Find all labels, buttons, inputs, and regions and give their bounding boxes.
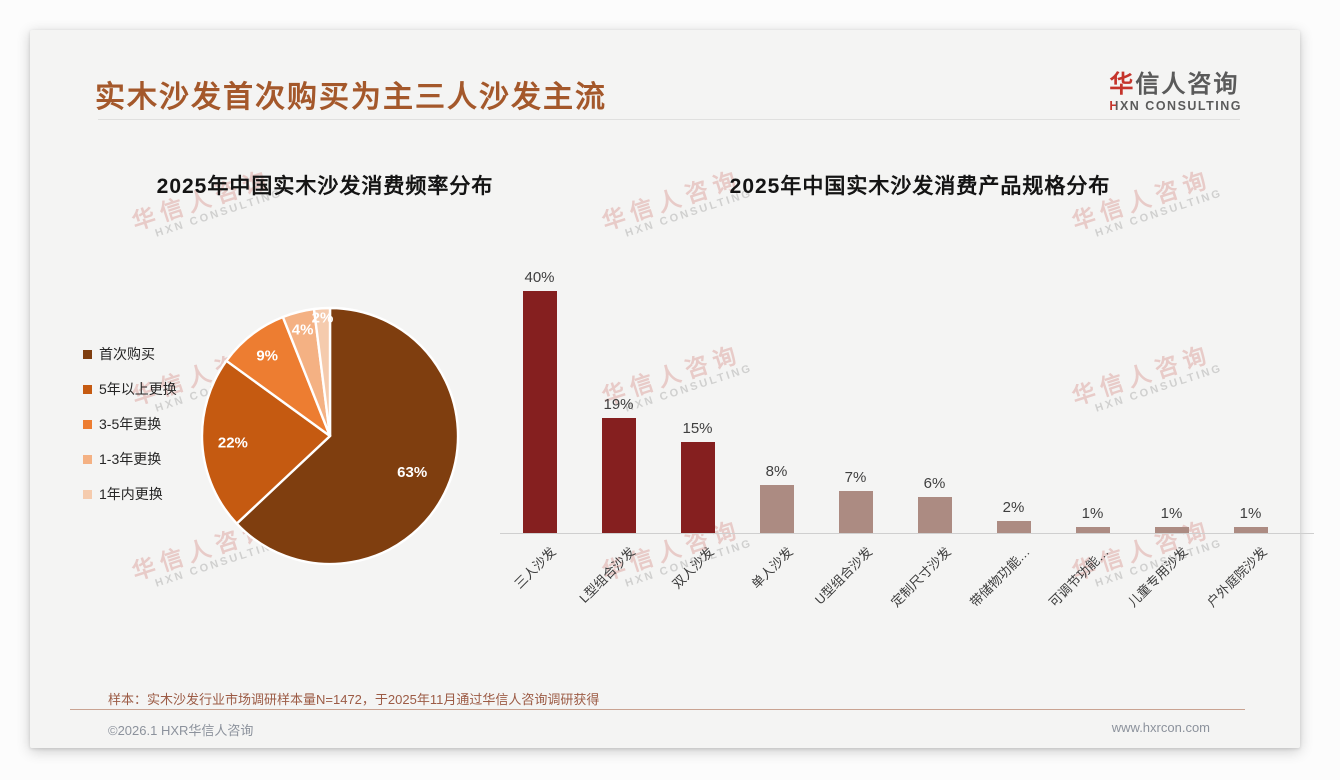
pie-data-label: 2% bbox=[312, 309, 334, 326]
bar-column: 1% bbox=[1132, 505, 1211, 533]
pie-data-label: 63% bbox=[397, 464, 427, 481]
legend-item: 5年以上更换 bbox=[83, 379, 177, 399]
bar bbox=[759, 484, 794, 533]
bar-column: 19% bbox=[579, 396, 658, 533]
legend-marker bbox=[83, 454, 92, 464]
pie-data-label: 22% bbox=[218, 434, 248, 451]
bar-value-label: 19% bbox=[603, 396, 634, 414]
bar-value-label: 1% bbox=[1160, 504, 1183, 522]
bar-value-label: 6% bbox=[923, 474, 946, 492]
category-label: L型组合沙发 bbox=[576, 544, 639, 606]
report-slide: 华信人咨询 HXN CONSULTING 华信人咨询 HXN CONSULTING 华信… bbox=[30, 30, 1314, 748]
legend-label: 1年内更换 bbox=[99, 486, 163, 502]
bar-chart: 40% 19% 15% 8% 7% 6% 2% 1% 1% 1% 三人沙发 L型组合沙发 双人沙发 单人沙… bbox=[500, 258, 1314, 610]
legend-label: 首次购买 bbox=[99, 346, 155, 362]
footer-divider bbox=[70, 709, 1245, 710]
category-label: 定制尺寸沙发 bbox=[888, 544, 955, 610]
legend-item: 1-3年更换 bbox=[83, 449, 177, 469]
logo-rest-chars: 信人咨询 bbox=[1135, 71, 1240, 98]
bar bbox=[601, 418, 636, 533]
bar bbox=[522, 291, 557, 533]
legend-item: 首次购买 bbox=[83, 344, 177, 364]
bar bbox=[996, 520, 1031, 533]
pie-slice bbox=[312, 306, 332, 438]
legend-marker bbox=[83, 349, 92, 359]
bar-value-label: 2% bbox=[1002, 498, 1025, 516]
bar-value-label: 40% bbox=[524, 269, 555, 286]
logo-accent-char: 华 bbox=[1109, 71, 1136, 98]
bar-chart-title: 2025年中国实木沙发消费产品规格分布 bbox=[729, 175, 1111, 198]
pie-slice bbox=[235, 306, 460, 566]
bar bbox=[838, 490, 873, 533]
header-divider bbox=[98, 119, 1240, 120]
bar-column: 7% bbox=[816, 469, 895, 533]
bar-column: 8% bbox=[737, 463, 816, 533]
category-label: 单人沙发 bbox=[748, 544, 797, 592]
website-text: www.hxrcon.com bbox=[1111, 720, 1210, 735]
legend-marker bbox=[83, 489, 92, 499]
pie-chart: 63% 22% 9% 4%2% bbox=[200, 306, 460, 566]
category-label: 儿童专用沙发 bbox=[1125, 544, 1192, 610]
bar bbox=[1154, 526, 1189, 533]
bar-column: 40% bbox=[500, 269, 579, 533]
legend-item: 1年内更换 bbox=[83, 484, 177, 504]
footer-row: ©2026.1 HXR华信人咨询 www.hxrcon.com bbox=[108, 720, 1210, 739]
bar-column: 1% bbox=[1053, 505, 1132, 533]
legend-marker bbox=[83, 419, 92, 429]
legend-label: 1-3年更换 bbox=[99, 451, 162, 467]
sample-footnote: 样本：实木沙发行业市场调研样本量N=1472，于2025年11月通过华信人咨询调… bbox=[108, 692, 600, 707]
bar-value-label: 1% bbox=[1081, 504, 1104, 522]
copyright-text: ©2026.1 HXR华信人咨询 bbox=[108, 723, 254, 738]
bar bbox=[917, 496, 952, 533]
logo-english-text: HXN CONSULTING bbox=[1109, 99, 1242, 113]
bar-value-label: 8% bbox=[765, 462, 788, 480]
bar bbox=[1233, 526, 1268, 533]
category-label: 户外庭院沙发 bbox=[1204, 544, 1271, 610]
category-label: 双人沙发 bbox=[669, 544, 718, 592]
legend-label: 3-5年更换 bbox=[99, 416, 162, 432]
bar-column: 1% bbox=[1211, 505, 1290, 533]
pie-chart-title: 2025年中国实木沙发消费频率分布 bbox=[156, 175, 494, 198]
brand-logo: 华信人咨询 HXN CONSULTING bbox=[1109, 64, 1242, 113]
bar-column: 6% bbox=[895, 475, 974, 533]
bar-column: 15% bbox=[658, 420, 737, 533]
bar-value-label: 1% bbox=[1239, 504, 1262, 522]
bar-value-label: 7% bbox=[844, 468, 867, 486]
x-axis-line bbox=[500, 533, 1314, 534]
category-label: 可调节功能… bbox=[1046, 544, 1113, 610]
category-label: U型组合沙发 bbox=[812, 544, 876, 608]
logo-chinese-text: 华信人咨询 bbox=[1109, 64, 1242, 99]
bar bbox=[680, 442, 715, 533]
category-label: 三人沙发 bbox=[511, 544, 560, 592]
bar bbox=[1075, 526, 1110, 533]
legend-label: 5年以上更换 bbox=[99, 381, 177, 397]
pie-slice bbox=[200, 359, 332, 525]
bar-column: 2% bbox=[974, 499, 1053, 533]
legend-item: 3-5年更换 bbox=[83, 414, 177, 434]
bars-row: 40% 19% 15% 8% 7% 6% 2% 1% 1% 1% bbox=[500, 258, 1290, 533]
pie-data-label: 4% bbox=[292, 322, 314, 339]
legend-marker bbox=[83, 384, 92, 394]
category-label: 带储物功能… bbox=[967, 544, 1034, 610]
page-title: 实木沙发首次购买为主三人沙发主流 bbox=[95, 81, 607, 114]
pie-data-label: 9% bbox=[256, 347, 278, 364]
bar-value-label: 15% bbox=[682, 420, 713, 438]
pie-legend: 首次购买 5年以上更换 3-5年更换 1-3年更换 1年内更换 bbox=[83, 344, 177, 519]
